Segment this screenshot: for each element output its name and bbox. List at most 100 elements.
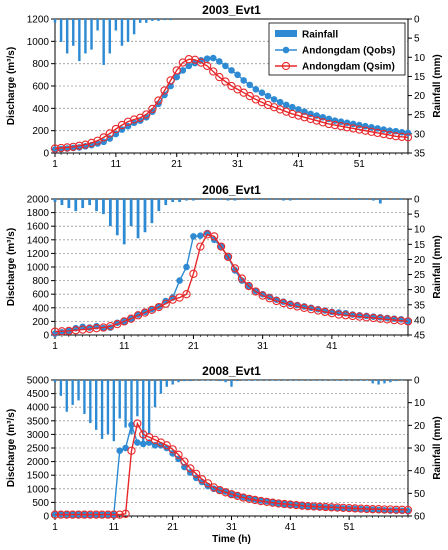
qsim-point [142, 110, 151, 119]
series-andongdam-qobs- [51, 54, 412, 153]
rainfall-bar [112, 380, 116, 442]
rainfall-bar [265, 380, 268, 381]
y-tick-label: 0 [43, 331, 49, 342]
qsim-point [50, 510, 60, 519]
rainfall-bar [224, 380, 227, 383]
rainfall-bar [60, 199, 64, 206]
rainfall-bar [385, 199, 389, 200]
rainfall-bar [77, 380, 80, 401]
x-tick-label: 1 [52, 159, 58, 170]
y-tick-label: 800 [32, 276, 49, 287]
rainfall-bar [147, 380, 151, 435]
y2-tick-label: 0 [414, 195, 420, 206]
rainfall-bar [95, 199, 98, 212]
qsim-point [113, 319, 122, 329]
qsim-point [355, 125, 364, 134]
qsim-point [333, 503, 342, 512]
rainfall-bar [306, 380, 310, 381]
rainfall-bar [74, 199, 78, 212]
y2-tick-label: 30 [414, 444, 426, 455]
rainfall-bar [271, 380, 274, 381]
rainfall-bar [59, 19, 63, 42]
qsim-point [294, 111, 303, 120]
rainfall-bar [359, 380, 363, 381]
series-line [54, 422, 409, 516]
qsim-point [93, 136, 102, 145]
rainfall-bar [178, 199, 181, 203]
qsim-point [339, 503, 348, 512]
qobs-point [295, 106, 302, 113]
y-tick-label: 3500 [27, 416, 50, 427]
qsim-point [154, 302, 163, 312]
x-tick-label: 21 [167, 522, 179, 533]
chart-panel-1: 2003_Evt1 0 200 400 600 800 1000 1200 0 5 10 15 20 25… [6, 3, 443, 170]
chart-title: 2006_Evt1 [202, 183, 261, 197]
qsim-point [50, 144, 60, 153]
qsim-point [403, 317, 413, 326]
series-andongdam-qsim- [50, 419, 413, 519]
legend-swatch-rainfall [275, 30, 297, 37]
qsim-point [403, 133, 413, 142]
y-tick-label: 3000 [27, 430, 50, 441]
rainfall-bar [282, 199, 285, 201]
qsim-point [161, 299, 170, 308]
qsim-point [268, 498, 277, 507]
rainfall-bar [157, 19, 160, 21]
rainfall-bar [81, 199, 85, 209]
rainfall-bar [242, 380, 245, 381]
chart-title: 2008_Evt1 [202, 364, 261, 378]
rainfall-bar [389, 380, 392, 383]
qsim-point [392, 505, 401, 514]
qobs-point [116, 447, 124, 455]
y-tick-label: 500 [32, 498, 49, 509]
rainfall-bar [365, 380, 368, 381]
rainfall-bar [78, 19, 81, 62]
qsim-point [391, 132, 400, 141]
rainfall-bar [124, 380, 127, 428]
qsim-point [97, 510, 107, 519]
qsim-point [286, 500, 295, 509]
qobs-point [264, 92, 272, 100]
qsim-point [92, 510, 101, 519]
qsim-point [258, 291, 267, 300]
qobs-point [252, 86, 260, 93]
x-tick-label: 51 [354, 159, 366, 170]
rainfall-bar [95, 380, 98, 430]
qsim-point [86, 510, 95, 519]
qobs-point [134, 439, 141, 446]
qsim-point [215, 72, 224, 82]
qsim-point [99, 133, 108, 142]
qsim-point [109, 510, 118, 519]
rainfall-bar [151, 19, 154, 21]
qsim-point [80, 510, 89, 519]
rainfall-bar [138, 19, 142, 23]
y2-tick-label: 10 [414, 53, 426, 64]
series-andongdam-qobs- [51, 421, 412, 519]
qsim-point [203, 479, 213, 488]
rainfall-bar [102, 19, 105, 65]
qsim-point [324, 119, 334, 129]
y-tick-label: 1000 [27, 37, 50, 48]
y2-tick-label: 25 [414, 110, 426, 121]
rainfall-bar [183, 380, 186, 382]
y-tick-label: 1600 [27, 222, 50, 233]
qobs-point [139, 440, 147, 448]
qsim-point [318, 118, 327, 127]
rainfall-bar [283, 380, 286, 381]
series-line [54, 58, 409, 150]
qobs-point [183, 263, 190, 271]
qobs-point [234, 71, 241, 79]
qsim-point [403, 505, 413, 515]
y-tick-label: 200 [32, 126, 49, 137]
rainfall-bar [347, 380, 351, 381]
y2-tick-label: 15 [414, 240, 426, 251]
y2-tick-label: 45 [414, 331, 426, 342]
qsim-point [180, 457, 189, 466]
x-tick-label: 11 [109, 522, 120, 533]
rainfall-bar [195, 380, 198, 381]
qsim-point [148, 104, 157, 114]
y-tick-label: 1400 [27, 235, 50, 246]
qobs-point [216, 58, 223, 65]
rainfall-bar [130, 380, 133, 435]
rainfall-bar [259, 380, 263, 381]
